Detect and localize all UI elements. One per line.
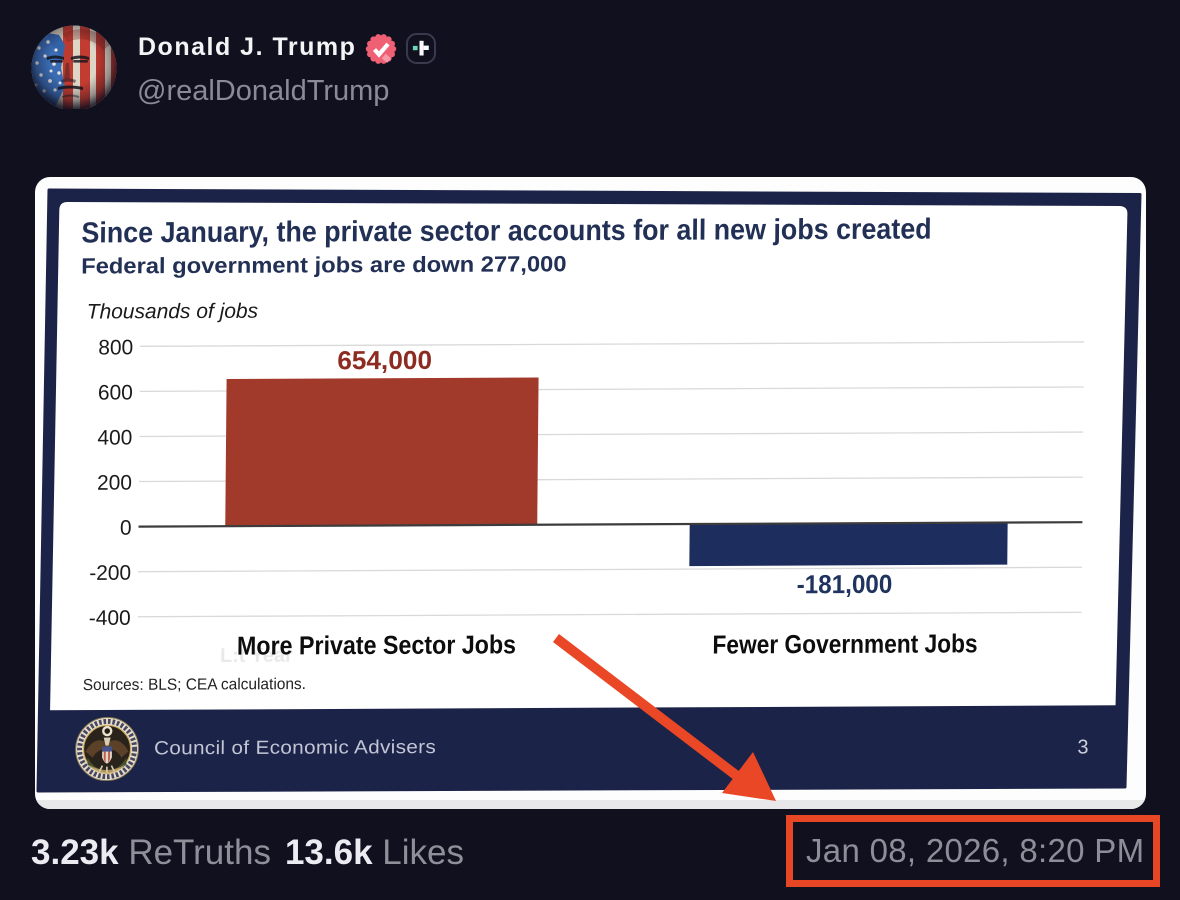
svg-text:800: 800 xyxy=(98,336,133,359)
svg-text:-400: -400 xyxy=(89,607,131,630)
svg-text:L:t Year: L:t Year xyxy=(220,645,293,667)
svg-text:Fewer Government Jobs: Fewer Government Jobs xyxy=(712,628,977,659)
svg-text:200: 200 xyxy=(97,472,132,495)
svg-text:Thousands of jobs: Thousands of jobs xyxy=(87,300,259,324)
svg-text:Council of Economic Advisers: Council of Economic Advisers xyxy=(154,737,436,759)
svg-text:Since January, the private sec: Since January, the private sector accoun… xyxy=(81,213,931,249)
svg-text:0: 0 xyxy=(120,517,132,540)
svg-text:-200: -200 xyxy=(89,562,131,585)
svg-text:3: 3 xyxy=(1077,736,1088,758)
svg-text:Federal government jobs are do: Federal government jobs are down 277,000 xyxy=(81,251,567,278)
svg-text:More Private Sector Jobs: More Private Sector Jobs xyxy=(237,629,516,660)
svg-text:400: 400 xyxy=(97,426,132,449)
svg-text:654,000: 654,000 xyxy=(337,345,432,376)
svg-text:Sources: BLS; CEA calculations: Sources: BLS; CEA calculations. xyxy=(83,676,306,694)
svg-text:600: 600 xyxy=(98,381,133,404)
svg-text:-181,000: -181,000 xyxy=(797,569,893,600)
